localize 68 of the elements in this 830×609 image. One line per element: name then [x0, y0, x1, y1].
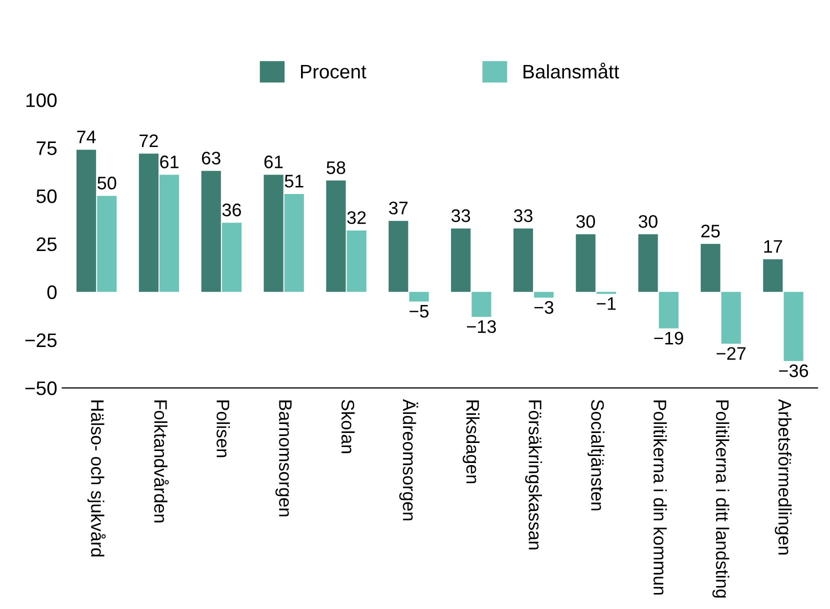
y-tick-label: −50	[25, 381, 57, 396]
x-tick-label: Äldreomsorgen	[399, 399, 418, 520]
data-label: 72	[140, 134, 158, 148]
data-label: 30	[638, 215, 658, 228]
bar	[326, 180, 346, 292]
data-label: 33	[514, 209, 532, 222]
data-label: −5	[410, 305, 429, 318]
data-label: 51	[284, 174, 304, 188]
data-label: 58	[326, 161, 346, 174]
bar	[222, 222, 242, 292]
x-tick-label: Folktandvården	[154, 400, 169, 522]
y-tick-label: 100	[26, 93, 57, 108]
data-label: −19	[654, 332, 684, 345]
bar	[534, 292, 554, 298]
data-label: 30	[576, 215, 595, 228]
bar	[346, 230, 366, 292]
x-tick-label: Barnomsorgen	[275, 400, 292, 516]
data-label: 74	[77, 130, 96, 144]
bar	[284, 194, 304, 292]
y-tick-label: 25	[36, 237, 57, 252]
bar	[138, 154, 158, 292]
data-label: 37	[389, 202, 408, 214]
x-tick-label: Hälso- och sjukvård	[87, 400, 106, 556]
y-tick-label: 75	[36, 142, 57, 156]
bar	[472, 292, 492, 317]
y-tick-label: 0	[47, 285, 57, 300]
x-tick-label: Polisen	[216, 400, 230, 458]
bar	[264, 174, 284, 292]
legend-label: Balansmått	[524, 62, 620, 79]
y-tick-label: 50	[36, 189, 57, 204]
bar	[763, 259, 783, 292]
bar	[576, 234, 596, 292]
data-label: −36	[779, 364, 808, 378]
bar	[451, 228, 471, 292]
x-tick-label: Riksdagen	[462, 400, 480, 484]
data-label: −13	[466, 320, 496, 334]
data-label: 61	[160, 156, 178, 168]
bar	[409, 292, 429, 302]
data-label: 36	[222, 204, 241, 216]
x-tick-label: Socialtjänsten	[588, 400, 604, 510]
bar	[201, 170, 221, 292]
bar	[638, 234, 658, 292]
bar	[76, 150, 96, 292]
data-label: 17	[764, 240, 782, 253]
x-tick-label: Skolan	[341, 400, 355, 454]
legend-label: Procent	[301, 64, 366, 79]
x-tick-label: Politikerna i ditt landsting	[712, 400, 730, 598]
bar	[721, 292, 741, 344]
data-label: 33	[451, 209, 470, 222]
bar	[700, 244, 720, 292]
x-tick-label: Arbetsförmedlingen	[774, 399, 792, 554]
bar	[160, 174, 180, 292]
data-label: 25	[701, 224, 720, 238]
bar	[97, 196, 117, 292]
data-label: 63	[202, 152, 220, 164]
y-tick-label: −25	[25, 333, 57, 348]
data-label: 61	[264, 156, 283, 168]
data-label: −27	[716, 347, 746, 360]
data-label: −3	[534, 301, 554, 314]
data-label: −1	[596, 297, 616, 310]
x-tick-label: Försäkringskassan	[525, 400, 542, 550]
data-label: 32	[347, 211, 366, 224]
bar	[784, 292, 804, 362]
data-label: 50	[98, 176, 116, 190]
bar	[658, 292, 678, 328]
x-tick-label: Politikerna i din kommun	[654, 400, 667, 595]
bar	[388, 220, 408, 292]
bar	[513, 228, 534, 292]
